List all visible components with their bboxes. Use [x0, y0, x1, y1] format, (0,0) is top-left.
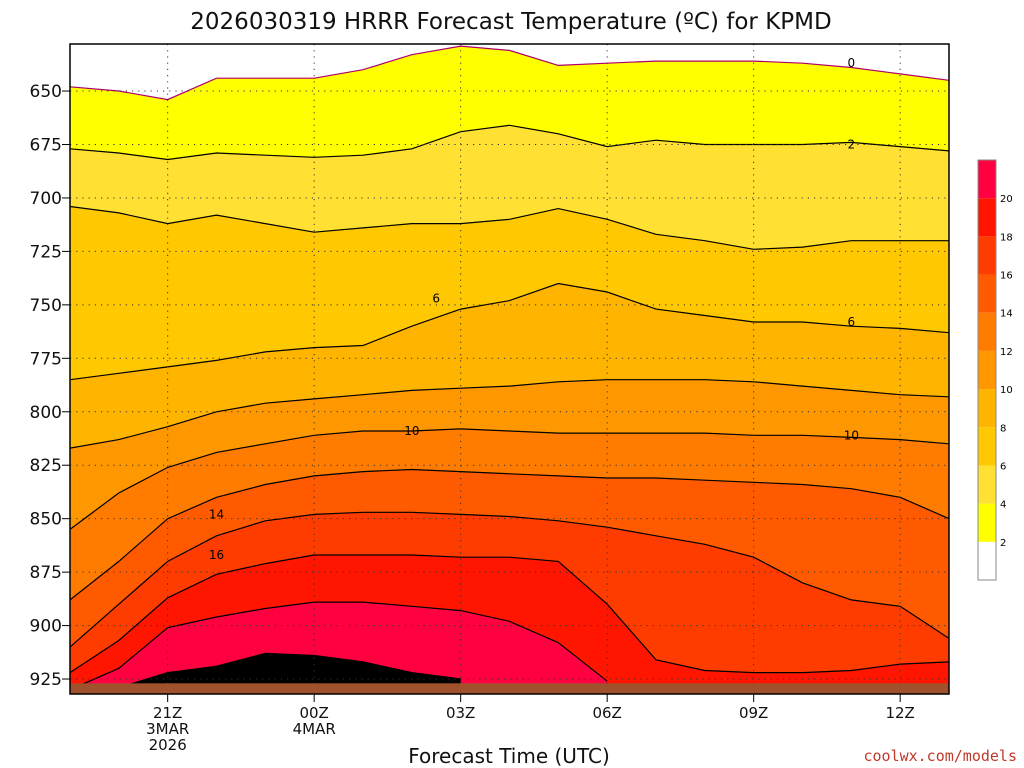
- colorbar-label-6: 6: [1000, 461, 1006, 472]
- y-tick-label-675: 675: [30, 135, 62, 155]
- y-tick-label-850: 850: [30, 510, 62, 530]
- isotherm-14c: [70, 511, 949, 648]
- chart-title: 2026030319 HRRR Forecast Temperature (ºC…: [190, 9, 831, 35]
- ground-terrain: [70, 683, 949, 694]
- x-tick-label-36-0: 12Z: [885, 704, 914, 722]
- y-tick-label-650: 650: [30, 82, 62, 102]
- colorbar-swatch-10: [978, 160, 996, 199]
- y-tick-label-700: 700: [30, 189, 62, 209]
- x-tick-label-21-0: 21Z: [153, 704, 182, 722]
- contour-label-4: 10: [404, 424, 419, 438]
- colorbar-label-4: 4: [1000, 500, 1006, 511]
- x-tick-label-24-1: 4MAR: [293, 720, 336, 738]
- y-tick-label-825: 825: [30, 456, 62, 476]
- isotherm-20c: [70, 652, 461, 691]
- isotherm-4c: [70, 205, 949, 250]
- isotherm-18c: [70, 601, 608, 691]
- isotherm-12c: [70, 468, 949, 601]
- isotherm-8c: [70, 379, 949, 449]
- y-tick-label-800: 800: [30, 403, 62, 423]
- y-tick-label-725: 725: [30, 242, 62, 262]
- colorbar-swatch-5: [978, 350, 996, 390]
- contour-label-6: 14: [209, 507, 224, 521]
- y-tick-label-750: 750: [30, 296, 62, 316]
- colorbar-label-16: 16: [1000, 271, 1013, 282]
- colorbar-label-2: 2: [1000, 538, 1006, 549]
- filled-contours: [70, 46, 949, 694]
- credit-text[interactable]: coolwx.com/models: [863, 747, 1017, 765]
- isotherm-10c: [70, 428, 949, 530]
- y-tick-label-875: 875: [30, 563, 62, 583]
- contour-label-5: 10: [844, 428, 859, 442]
- y-axis: 650 675 700 725 750 775 800 825 850 875 900 925: [30, 82, 70, 690]
- x-tick-label-33-0: 09Z: [739, 704, 768, 722]
- y-tick-label-900: 900: [30, 617, 62, 637]
- isotherm-lines: [70, 45, 949, 691]
- colorbar-frame: [977, 159, 997, 581]
- contour-label-7: 16: [209, 548, 224, 562]
- colorbar-label-12: 12: [1000, 347, 1013, 358]
- x-tick-label-21-1: 3MAR: [146, 720, 189, 738]
- colorbar-swatch-7: [978, 274, 996, 313]
- isotherm-6c: [70, 282, 949, 381]
- x-tick-label-30-0: 06Z: [592, 704, 621, 722]
- colorbar-label-20: 20: [1000, 194, 1013, 205]
- colorbar-swatch-3: [978, 427, 996, 466]
- contour-label-2: 6: [432, 291, 440, 305]
- plot-area: 0 2 6 6 10 10 14 16: [69, 43, 950, 695]
- grid: [70, 44, 949, 694]
- colorbar-swatch-4: [978, 389, 996, 428]
- plot-border: [69, 43, 950, 695]
- x-tick-label-24-0: 00Z: [299, 704, 328, 722]
- isotherm-0c: [70, 45, 949, 101]
- contour-label-3: 6: [848, 315, 856, 329]
- colorbar-swatch-1: [978, 503, 996, 542]
- color-legend: 2 4 6 8 10 12 14 16 18 20: [977, 159, 1013, 581]
- y-tick-label-925: 925: [30, 670, 62, 690]
- colorbar-swatch-9: [978, 198, 996, 237]
- contour-labels: 0 2 6 6 10 10 14 16: [209, 56, 859, 562]
- x-tick-label-21-2: 2026: [149, 736, 187, 754]
- colorbar-label-10: 10: [1000, 385, 1013, 396]
- isotherm-16c: [70, 554, 949, 674]
- contour-label-1: 2: [848, 137, 856, 151]
- x-tick-label-27-0: 03Z: [446, 704, 475, 722]
- colorbar-swatch-8: [978, 236, 996, 275]
- contour-label-0: 0: [848, 56, 856, 70]
- colorbar-swatch-6: [978, 312, 996, 351]
- colorbar-label-18: 18: [1000, 232, 1013, 243]
- y-tick-label-775: 775: [30, 349, 62, 369]
- colorbar-swatch-0: [978, 541, 996, 580]
- colorbar-label-14: 14: [1000, 309, 1013, 320]
- colorbar-swatch-2: [978, 465, 996, 504]
- colorbar-label-8: 8: [1000, 423, 1006, 434]
- x-axis-label: Forecast Time (UTC): [408, 744, 610, 768]
